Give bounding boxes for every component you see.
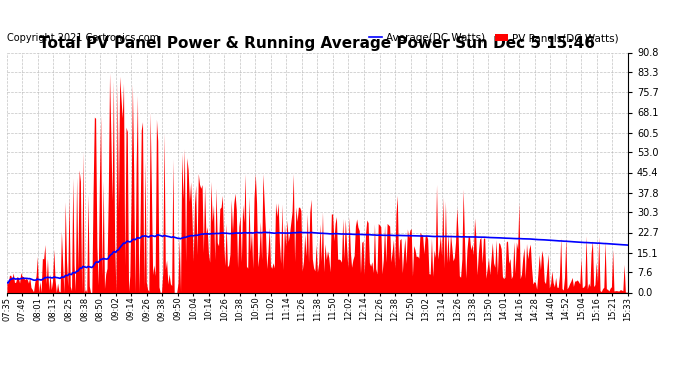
Legend: Average(DC Watts), PV Panels(DC Watts): Average(DC Watts), PV Panels(DC Watts)	[365, 29, 622, 47]
Title: Total PV Panel Power & Running Average Power Sun Dec 5 15:46: Total PV Panel Power & Running Average P…	[39, 36, 595, 51]
Text: Copyright 2021 Cartronics.com: Copyright 2021 Cartronics.com	[7, 33, 159, 43]
